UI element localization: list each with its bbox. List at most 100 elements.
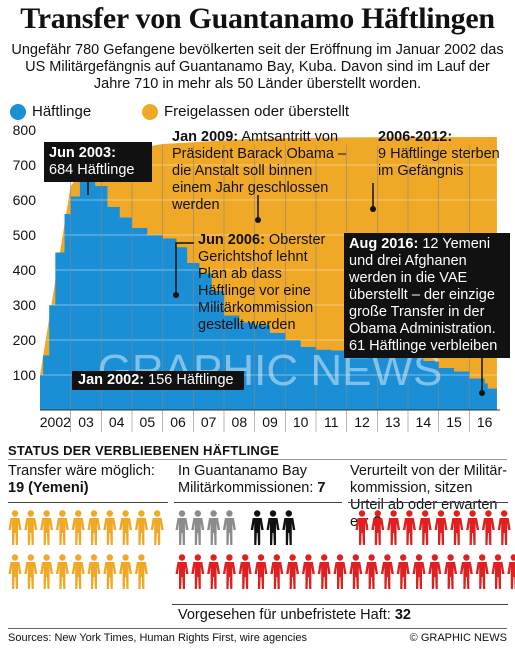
x-tick-label: 15	[446, 414, 462, 430]
annotation-jan2009-body: Amtsantritt von Präsident Barack Obama –…	[172, 129, 347, 213]
group-commission-text: In Guantanamo Bay Militärkommissionen:	[178, 463, 318, 496]
x-tick-label: 14	[416, 414, 432, 430]
group-transfer-label: Transfer wäre möglich: 19 (Yemeni)	[8, 463, 173, 497]
group-commission-label: In Guantanamo Bay Militärkommissionen: 7	[178, 463, 348, 497]
jan2009-marker	[255, 217, 261, 223]
x-tick-label: 2002	[40, 414, 71, 430]
person-icon	[282, 510, 296, 545]
person-icon	[55, 510, 69, 545]
legend-detainees-swatch	[10, 104, 26, 120]
person-icon	[475, 554, 489, 589]
person-icon	[497, 510, 511, 545]
person-icon	[175, 510, 189, 545]
annotation-jun2006-head: Jun 2006:	[198, 232, 265, 248]
person-icon	[150, 510, 164, 545]
legend-detainees-label: Häftlinge	[32, 103, 92, 120]
person-icon	[134, 554, 148, 589]
y-tick-label: 400	[13, 262, 37, 278]
person-icon	[387, 510, 401, 545]
person-icon	[40, 554, 54, 589]
group-indefinite-count: 32	[394, 607, 411, 623]
person-icon	[254, 554, 268, 589]
people-figures	[8, 510, 515, 589]
group-transfer-count: 19 (Yemeni)	[8, 480, 89, 496]
aug2016-marker	[479, 390, 485, 396]
x-tick-label: 05	[140, 414, 156, 430]
group-indefinite-label: Vorgesehen für unbefristete Haft: 32	[178, 607, 411, 624]
person-icon	[24, 510, 38, 545]
annotation-jun2003-body: 684 Häftlinge	[49, 162, 135, 178]
annotation-jan2002-body: 156 Häftlinge	[144, 372, 234, 388]
person-icon	[270, 554, 284, 589]
person-icon	[466, 510, 480, 545]
annotation-jun2003-head: Jun 2003:	[49, 145, 116, 161]
annotation-jun2003: Jun 2003: 684 Häftlinge	[44, 142, 152, 182]
person-icon	[434, 510, 448, 545]
x-tick-label: 12	[354, 414, 370, 430]
y-tick-label: 300	[13, 297, 37, 313]
person-icon	[286, 554, 300, 589]
x-tick-label: 04	[109, 414, 125, 430]
person-icon	[507, 554, 515, 589]
person-icon	[317, 554, 331, 589]
person-icon	[412, 554, 426, 589]
y-tick-label: 700	[13, 157, 37, 173]
person-icon	[301, 554, 315, 589]
person-icon	[87, 510, 101, 545]
person-icon	[222, 554, 236, 589]
annotation-aug2016-head: Aug 2016:	[349, 236, 419, 252]
x-tick-label: 13	[385, 414, 401, 430]
y-tick-label: 800	[13, 125, 37, 138]
person-icon	[40, 510, 54, 545]
person-icon	[371, 510, 385, 545]
annotation-jan2009-head: Jan 2009:	[172, 129, 239, 145]
annotation-jun2006-body: Oberster Gerichtshof lehnt Plan ab dass …	[198, 232, 326, 333]
person-icon	[396, 554, 410, 589]
group-indefinite-rule	[172, 604, 508, 605]
person-icon	[191, 554, 205, 589]
person-icon	[175, 554, 189, 589]
person-icon	[191, 510, 205, 545]
legend-released-swatch	[142, 104, 158, 120]
group-convicted-text: Verurteilt von der Militär-kommission, s…	[350, 463, 508, 530]
annotation-2006-2012: 2006-2012: 9 Häftlinge sterben im Gefäng…	[378, 129, 503, 180]
group-transfer-text: Transfer wäre möglich:	[8, 463, 155, 479]
person-icon	[24, 554, 38, 589]
person-icon	[428, 554, 442, 589]
person-icon	[355, 510, 369, 545]
y-tick-label: 200	[13, 332, 37, 348]
person-icon	[119, 554, 133, 589]
x-tick-label: 03	[78, 414, 94, 430]
x-tick-label: 06	[170, 414, 186, 430]
person-icon	[103, 510, 117, 545]
annotation-jan2002: Jan 2002: 156 Häftlinge	[72, 371, 244, 390]
group-commission-rule	[174, 502, 342, 503]
intro-text: Ungefähr 780 Gefangene bevölkerten seit …	[11, 42, 504, 92]
annotation-aug2016-body: 12 Yemeni und drei Afghanen werden in di…	[349, 236, 498, 354]
person-icon	[134, 510, 148, 545]
detainees-area	[40, 170, 497, 410]
page-title: Transfer von Guantanamo Häftlingen	[20, 2, 495, 35]
person-icon	[418, 510, 432, 545]
status-heading: STATUS DER VERBLIEBENEN HÄFTLINGE	[8, 443, 280, 458]
person-icon	[103, 554, 117, 589]
footer-credit: © GRAPHIC NEWS	[409, 632, 507, 644]
person-icon	[266, 510, 280, 545]
person-icon	[459, 554, 473, 589]
y2006-2012-marker	[370, 206, 376, 212]
person-icon	[71, 554, 85, 589]
person-icon	[71, 510, 85, 545]
person-icon	[8, 510, 22, 545]
y-tick-label: 600	[13, 192, 37, 208]
group-commission-count: 7	[317, 480, 326, 496]
person-icon	[207, 510, 221, 545]
person-icon	[55, 554, 69, 589]
person-icon	[450, 510, 464, 545]
person-icon	[238, 554, 252, 589]
footer-sources: Sources: New York Times, Human Rights Fi…	[8, 632, 307, 644]
person-icon	[444, 554, 458, 589]
person-icon	[402, 510, 416, 545]
person-icon	[87, 554, 101, 589]
annotation-aug2016: Aug 2016: 12 Yemeni und drei Afghanen we…	[344, 233, 510, 358]
jun2006-marker	[173, 292, 179, 298]
